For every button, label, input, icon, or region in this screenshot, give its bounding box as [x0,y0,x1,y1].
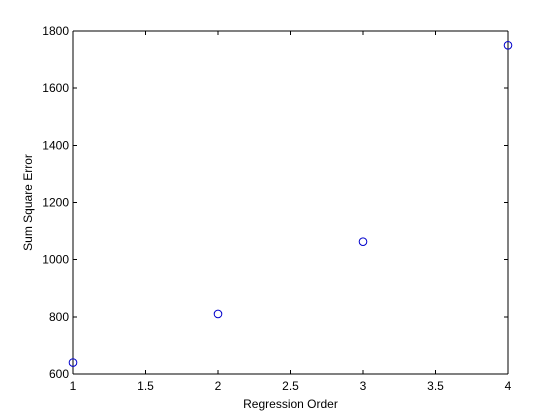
y-axis-label: Sum Square Error [21,154,35,251]
y-tick-label: 1400 [42,138,69,152]
x-tick-label: 3 [360,379,367,393]
plot-area [73,31,508,374]
x-tick-label: 2.5 [282,379,299,393]
data-point [503,40,513,50]
x-tick-label: 4 [505,379,512,393]
y-tick-label: 1000 [42,253,69,267]
x-tick-label: 1 [70,379,77,393]
y-tick-label: 1800 [42,24,69,38]
x-tick-label: 1.5 [137,379,154,393]
y-tick-label: 1600 [42,81,69,95]
y-axis-ticks: 600 800 1000 1200 1400 1600 1800 [42,24,508,381]
x-tick-label: 3.5 [427,379,444,393]
y-tick-label: 800 [49,310,69,324]
data-point [213,309,223,319]
data-point [358,237,368,246]
x-axis-label: Regression Order [243,397,338,411]
y-tick-label: 1200 [42,196,69,210]
x-axis-ticks: 1 1.5 2 2.5 3 3.5 4 [70,31,512,393]
data-points [68,40,513,367]
data-point [68,358,78,367]
x-tick-label: 2 [215,379,222,393]
y-tick-label: 600 [49,367,69,381]
